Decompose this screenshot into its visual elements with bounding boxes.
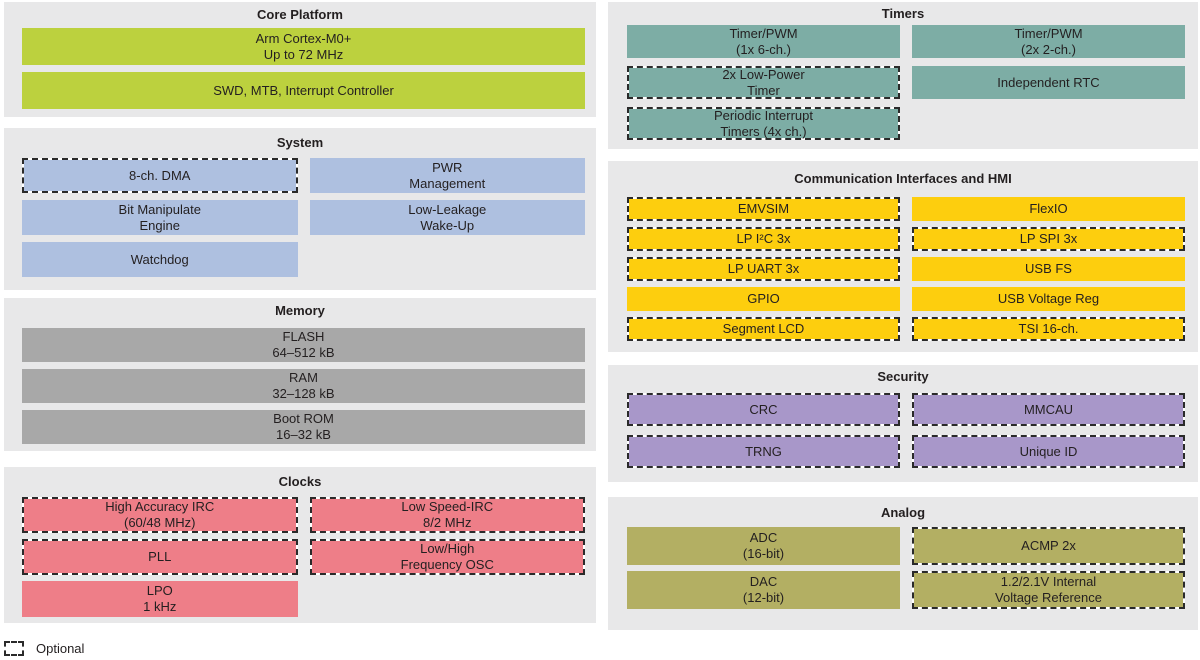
section-grid: Arm Cortex-M0+ Up to 72 MHz SWD, MTB, In… <box>4 28 596 109</box>
block-tsi: TSI 16-ch. <box>912 317 1185 341</box>
block-usb-fs: USB FS <box>912 257 1185 281</box>
block-arm-cortex-m0plus: Arm Cortex-M0+ Up to 72 MHz <box>22 28 585 65</box>
section-clocks: Clocks High Accuracy IRC (60/48 MHz) Low… <box>4 467 596 623</box>
block-low-speed-irc: Low Speed-IRC 8/2 MHz <box>309 497 585 533</box>
section-timers: Timers Timer/PWM (1x 6-ch.) Timer/PWM (2… <box>608 2 1198 149</box>
block-watchdog: Watchdog <box>22 242 298 277</box>
block-segment-lcd: Segment LCD <box>627 317 900 341</box>
legend: Optional <box>4 639 84 657</box>
block-bit-manipulate-engine: Bit Manipulate Engine <box>22 200 298 235</box>
section-analog: Analog ADC (16-bit) ACMP 2x DAC (12-bit)… <box>608 497 1198 630</box>
section-title-memory: Memory <box>275 303 325 318</box>
block-dac-12bit: DAC (12-bit) <box>627 571 900 609</box>
section-grid: 8-ch. DMA PWR Management Bit Manipulate … <box>4 158 596 277</box>
block-flexio: FlexIO <box>912 197 1185 221</box>
section-title-communication: Communication Interfaces and HMI <box>794 171 1012 186</box>
block-emvsim: EMVSIM <box>627 197 900 221</box>
section-grid: ADC (16-bit) ACMP 2x DAC (12-bit) 1.2/2.… <box>608 527 1198 609</box>
section-grid: Timer/PWM (1x 6-ch.) Timer/PWM (2x 2-ch.… <box>608 25 1198 140</box>
block-adc-16bit: ADC (16-bit) <box>627 527 900 565</box>
block-internal-voltage-reference: 1.2/2.1V Internal Voltage Reference <box>912 571 1185 609</box>
block-flash: FLASH 64–512 kB <box>22 328 585 362</box>
block-8ch-dma: 8-ch. DMA <box>22 158 298 193</box>
section-system: System 8-ch. DMA PWR Management Bit Mani… <box>4 128 596 290</box>
block-pll: PLL <box>22 539 298 575</box>
block-trng: TRNG <box>627 435 900 468</box>
block-lpo: LPO 1 kHz <box>22 581 298 617</box>
section-grid: High Accuracy IRC (60/48 MHz) Low Speed-… <box>4 497 596 617</box>
block-lp-i2c: LP I²C 3x <box>627 227 900 251</box>
section-security: Security CRC MMCAU TRNG Unique ID <box>608 365 1198 482</box>
block-periodic-interrupt-timers: Periodic Interrupt Timers (4x ch.) <box>627 107 900 140</box>
block-swd-mtb-interrupt-controller: SWD, MTB, Interrupt Controller <box>22 72 585 109</box>
section-title-core-platform: Core Platform <box>257 7 343 22</box>
block-unique-id: Unique ID <box>912 435 1185 468</box>
optional-dashed-box-icon <box>4 640 24 656</box>
section-grid: CRC MMCAU TRNG Unique ID <box>608 393 1198 468</box>
block-high-accuracy-irc: High Accuracy IRC (60/48 MHz) <box>22 497 298 533</box>
block-lp-uart: LP UART 3x <box>627 257 900 281</box>
block-boot-rom: Boot ROM 16–32 kB <box>22 410 585 444</box>
section-communication-interfaces-hmi: Communication Interfaces and HMI EMVSIM … <box>608 161 1198 352</box>
section-grid: EMVSIM FlexIO LP I²C 3x LP SPI 3x LP UAR… <box>608 197 1198 341</box>
section-title-timers: Timers <box>881 6 925 21</box>
block-2x-low-power-timer: 2x Low-Power Timer <box>627 66 900 99</box>
section-title-security: Security <box>877 369 929 384</box>
legend-label: Optional <box>36 640 85 656</box>
block-pwr-management: PWR Management <box>309 158 585 193</box>
block-timer-pwm-2x2ch: Timer/PWM (2x 2-ch.) <box>912 25 1185 58</box>
block-timer-pwm-1x6ch: Timer/PWM (1x 6-ch.) <box>627 25 900 58</box>
block-mmcau: MMCAU <box>912 393 1185 426</box>
block-lp-spi: LP SPI 3x <box>912 227 1185 251</box>
block-gpio: GPIO <box>627 287 900 311</box>
block-acmp-2x: ACMP 2x <box>912 527 1185 565</box>
block-ram: RAM 32–128 kB <box>22 369 585 403</box>
section-title-analog: Analog <box>880 505 926 520</box>
block-low-leakage-wake-up: Low-Leakage Wake-Up <box>309 200 585 235</box>
section-title-clocks: Clocks <box>278 474 322 489</box>
block-usb-voltage-reg: USB Voltage Reg <box>912 287 1185 311</box>
section-title-system: System <box>276 135 324 150</box>
block-crc: CRC <box>627 393 900 426</box>
section-grid: FLASH 64–512 kB RAM 32–128 kB Boot ROM 1… <box>4 328 596 444</box>
section-memory: Memory FLASH 64–512 kB RAM 32–128 kB Boo… <box>4 298 596 451</box>
block-independent-rtc: Independent RTC <box>912 66 1185 99</box>
block-low-high-frequency-osc: Low/High Frequency OSC <box>309 539 585 575</box>
section-core-platform: Core Platform Arm Cortex-M0+ Up to 72 MH… <box>4 2 596 117</box>
